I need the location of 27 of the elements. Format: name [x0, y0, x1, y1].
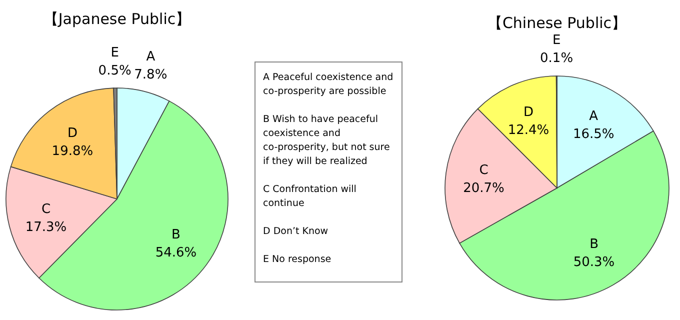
data-label: 12.4%: [508, 122, 550, 138]
slice-label: B: [172, 227, 180, 242]
text: D Don’t Know: [263, 226, 328, 237]
data-label: 0.1%: [540, 51, 574, 66]
text: A Peaceful coexistence and co-prosperity are possible: [263, 72, 394, 97]
slice-label: A: [146, 49, 156, 64]
slice-label: C: [41, 202, 51, 217]
data-label: 7.8%: [134, 67, 168, 82]
data-label: 20.7%: [463, 181, 504, 196]
data-label: 16.5%: [572, 126, 614, 142]
slice-label: D: [67, 126, 78, 141]
data-label: 0.5%: [98, 63, 132, 78]
slice-label: E: [552, 33, 561, 48]
text: E No response: [263, 254, 332, 265]
slice-label: A: [589, 108, 598, 124]
data-label: 19.8%: [52, 144, 94, 159]
slice-label: C: [479, 163, 488, 178]
data-label: 17.3%: [25, 220, 67, 235]
slice-label: B: [590, 236, 598, 252]
slice-label: E: [110, 45, 119, 60]
data-label: 50.3%: [573, 254, 615, 270]
chart-title: 【Chinese Public】: [487, 14, 627, 32]
text: C Confrontation will continue: [263, 184, 356, 209]
slice-label: D: [523, 104, 534, 120]
data-label: 54.6%: [155, 245, 197, 260]
text: B Wish to have peaceful coexistence and co-prosperity, but not sure if they will be realized: [263, 114, 390, 167]
chart-title: 【Japanese Public】: [43, 10, 191, 28]
